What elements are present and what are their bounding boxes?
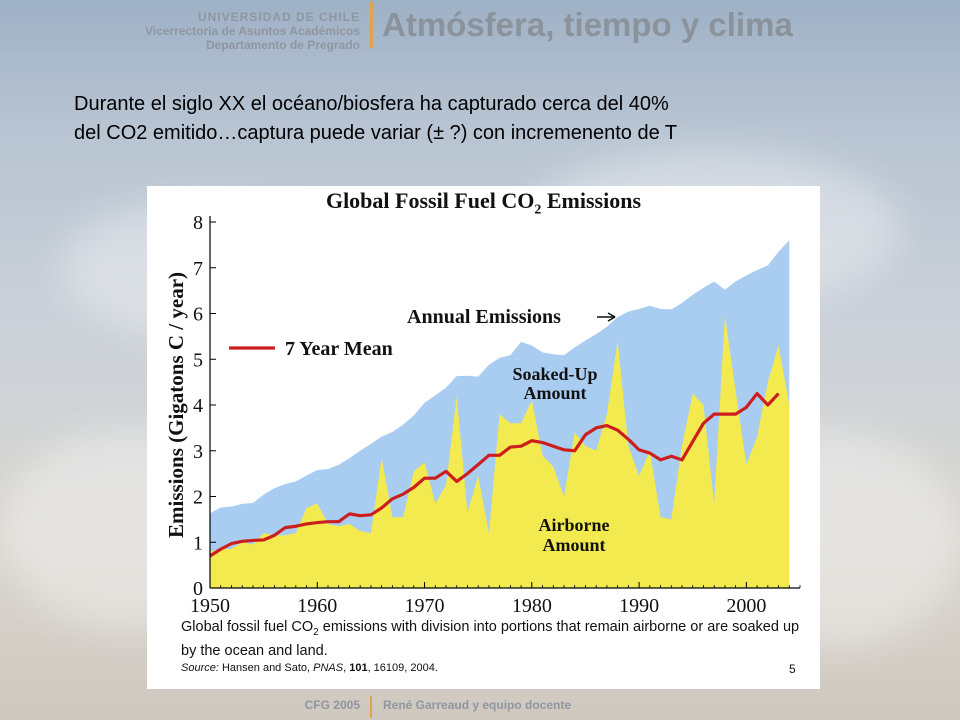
y-tick-label: 3 (193, 441, 203, 463)
footer-divider (370, 696, 372, 718)
chart-title: Global Fossil Fuel CO2 Emissions (147, 188, 820, 218)
figure-source: Source: Hansen and Sato, PNAS, 101, 1610… (181, 662, 438, 674)
slide-body-text: Durante el siglo XX el océano/biosfera h… (74, 90, 894, 148)
footer-authors: René Garreaud y equipo docente (383, 698, 572, 712)
soaked-up-label-1: Soaked-Up (512, 364, 597, 384)
university-block: UNIVERSIDAD DE CHILE Vicerrectoría de As… (145, 10, 360, 52)
y-tick-label: 6 (193, 304, 203, 326)
institution-name: UNIVERSIDAD DE CHILE (197, 10, 360, 24)
chart-title-sub: 2 (534, 202, 542, 218)
header-divider (370, 2, 373, 48)
slide-text-line-1: Durante el siglo XX el océano/biosfera h… (74, 93, 669, 115)
annual-arrow-head (607, 312, 616, 322)
airborne-label-1: Airborne (539, 515, 610, 535)
caption-pre: Global fossil fuel CO (181, 619, 314, 635)
slide-text-line-2: del CO2 emitido…captura puede variar (± … (74, 122, 678, 144)
x-tick-label: 1990 (619, 595, 659, 616)
page-number: 5 (789, 662, 796, 676)
caption-sub: 2 (313, 626, 319, 638)
y-tick-label: 0 (193, 578, 203, 600)
slide-footer: CFG 2005 René Garreaud y equipo docente (0, 694, 960, 720)
annual-emissions-label: Annual Emissions (407, 306, 561, 328)
course-title: Atmósfera, tiempo y clima (382, 6, 793, 43)
y-tick-label: 8 (193, 212, 203, 234)
chart-title-post: Emissions (541, 188, 642, 213)
source-journal: PNAS (313, 662, 344, 674)
legend-mean-label: 7 Year Mean (285, 338, 393, 360)
x-tick-label: 2000 (726, 595, 766, 616)
footer-course: CFG 2005 (304, 698, 360, 712)
figure-caption: Global fossil fuel CO2 emissions with di… (181, 618, 811, 660)
departamento-name: Departamento de Pregrado (205, 38, 360, 52)
chart-title-pre: Global Fossil Fuel CO (325, 188, 535, 213)
source-authors: Hansen and Sato, (218, 662, 314, 674)
airborne-label-2: Amount (542, 535, 605, 555)
y-tick-label: 1 (193, 532, 203, 554)
x-tick-label: 1960 (297, 595, 337, 616)
x-tick-label: 1970 (405, 595, 445, 616)
x-tick-label: 1950 (190, 595, 230, 616)
chart-svg: 0 1 2 3 4 5 6 7 8 1950 1960 1970 1980 1990 2000 Emissio… (164, 212, 801, 616)
source-rest: , 16109, 2004. (367, 662, 438, 674)
x-tick-label: 1980 (512, 595, 552, 616)
source-label: Source: (181, 662, 219, 674)
vicerrectoria-name: Vicerrectoría de Asuntos Académicos (145, 24, 360, 38)
y-tick-label: 2 (193, 487, 203, 509)
caption-post: emissions with division into portions th… (181, 619, 800, 659)
airborne-amount-area (210, 315, 790, 588)
source-sep: , (343, 662, 350, 674)
y-tick-label: 4 (193, 395, 203, 417)
y-axis-title: Emissions (Gigatons C / year) (164, 272, 188, 538)
source-volume: 101 (349, 662, 368, 674)
slide-header: UNIVERSIDAD DE CHILE Vicerrectoría de As… (0, 0, 960, 60)
soaked-up-label-2: Amount (523, 383, 586, 403)
y-tick-label: 7 (193, 258, 203, 280)
y-tick-label: 5 (193, 349, 203, 371)
seven-year-mean-line (209, 391, 780, 558)
